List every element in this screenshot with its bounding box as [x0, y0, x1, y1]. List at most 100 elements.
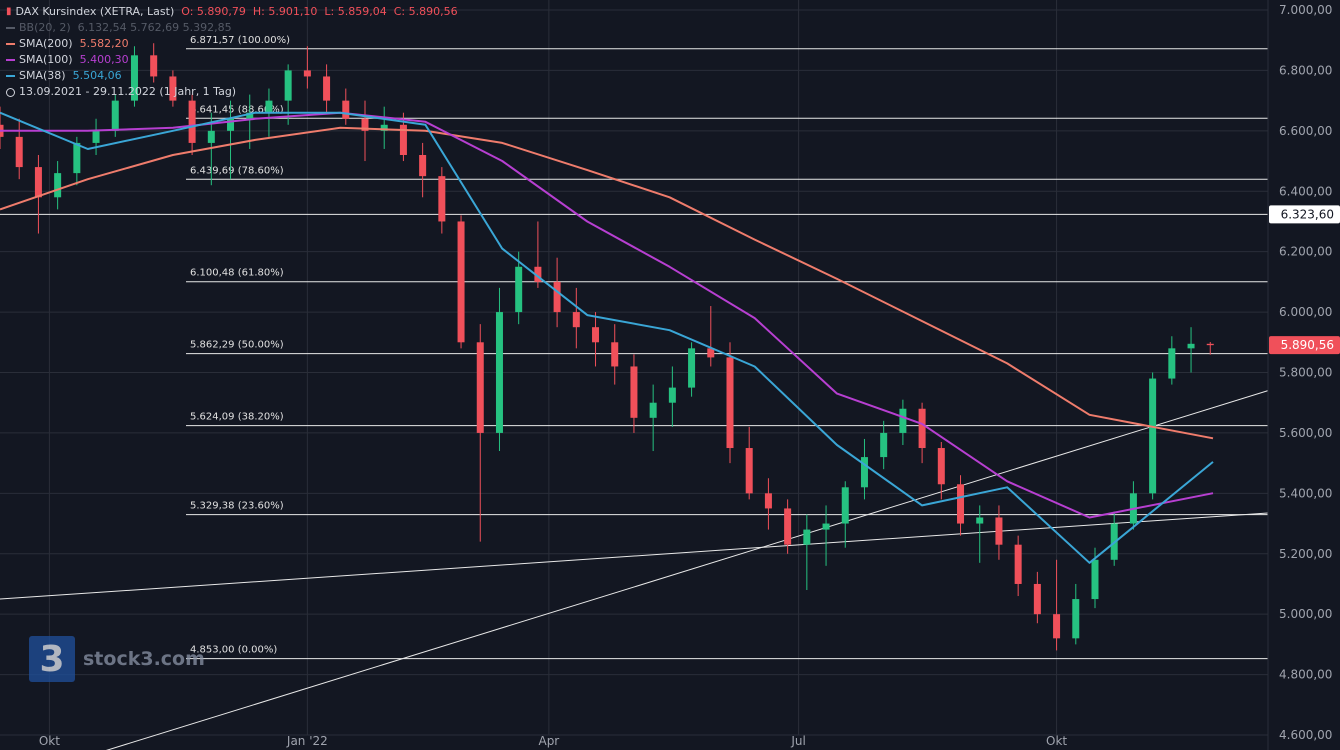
- candle-body: [726, 357, 734, 449]
- candle-body: [707, 348, 715, 358]
- y-tick-label: 5.000,00: [1279, 607, 1332, 621]
- legend-high: H: 5.901,10: [252, 5, 318, 18]
- candle-body: [169, 76, 177, 101]
- candle-body: [495, 312, 503, 433]
- legend-indicator-label: BB(20, 2): [19, 21, 71, 34]
- candle-body: [207, 130, 215, 143]
- fib-level-label: 4.853,00 (0.00%): [190, 645, 277, 656]
- x-axis: Okt Jan '22 Apr Jul Okt: [39, 734, 1068, 748]
- candle-body: [688, 348, 696, 388]
- line-swatch-icon: [6, 75, 15, 77]
- candle-body: [303, 70, 311, 77]
- candle-body: [630, 366, 638, 418]
- candle-body: [1187, 343, 1195, 349]
- candlesticks: [0, 43, 1214, 651]
- line-swatch-icon: [6, 43, 15, 45]
- legend-indicator-value: 5.582,20: [79, 37, 129, 50]
- candle-body: [534, 266, 542, 282]
- candle-body: [1206, 343, 1214, 346]
- candle-body: [822, 523, 830, 530]
- y-tick-label: 6.800,00: [1279, 63, 1332, 77]
- y-tick-label: 5.800,00: [1279, 366, 1332, 380]
- candle-body: [995, 517, 1003, 545]
- candle-body: [957, 484, 965, 524]
- candle-body: [323, 76, 331, 101]
- candle-body: [1014, 544, 1022, 584]
- fibonacci-levels: 6.871,57 (100.00%) 6.641,45 (88.60%) 6.439…: [0, 35, 1268, 660]
- candle-body: [860, 457, 868, 488]
- candle-body: [784, 508, 792, 545]
- fib-level-label: 6.871,57 (100.00%): [190, 35, 290, 46]
- x-tick-label: Jan '22: [286, 734, 328, 748]
- legend-range-text: 13.09.2021 - 29.11.2022 (1 Jahr, 1 Tag): [19, 85, 237, 98]
- x-tick-label: Okt: [1046, 734, 1067, 748]
- legend-indicator-value: 6.132,54 5.762,69 5.392,85: [77, 21, 232, 34]
- last-price-tag: 5.890,56: [1281, 338, 1334, 352]
- chart-legend: ▮ DAX Kursindex (XETRA, Last) O: 5.890,7…: [6, 4, 458, 100]
- candle-body: [438, 176, 446, 222]
- y-tick-label: 4.600,00: [1279, 728, 1332, 742]
- marker-price-tag-bg: [1269, 205, 1340, 224]
- legend-indicator-label: SMA(200): [19, 37, 73, 50]
- candle-body: [976, 517, 984, 524]
- y-tick-label: 6.000,00: [1279, 305, 1332, 319]
- trendline: [105, 390, 1269, 750]
- y-tick-label: 6.200,00: [1279, 245, 1332, 259]
- legend-low: L: 5.859,04: [324, 5, 387, 18]
- candle-body: [54, 173, 62, 198]
- candle-body: [1033, 583, 1041, 615]
- y-tick-label: 4.800,00: [1279, 668, 1332, 682]
- stock3-logo-icon: 3: [29, 636, 75, 682]
- candle-body: [572, 312, 580, 328]
- y-tick-label: 5.400,00: [1279, 486, 1332, 500]
- legend-indicator-label: SMA(100): [19, 53, 73, 66]
- candle-body: [361, 118, 369, 131]
- candle-body: [1168, 348, 1176, 379]
- candle-body: [342, 100, 350, 119]
- fib-level-label: 5.624,09 (38.20%): [190, 412, 284, 423]
- line-swatch-icon: [6, 27, 15, 29]
- candle-body: [764, 493, 772, 509]
- clock-icon: [6, 87, 15, 97]
- candle-body: [937, 448, 945, 485]
- legend-indicator: SMA(200) 5.582,20: [6, 36, 458, 52]
- x-tick-label: Apr: [538, 734, 559, 748]
- candle-body: [803, 529, 811, 545]
- candle-body: [1072, 599, 1080, 639]
- candle-body: [34, 167, 42, 198]
- candle-body: [649, 402, 657, 418]
- legend-indicator: SMA(38) 5.504,06: [6, 68, 458, 84]
- legend-main: ▮ DAX Kursindex (XETRA, Last) O: 5.890,7…: [6, 4, 458, 20]
- candle-body: [611, 342, 619, 367]
- y-tick-label: 6.400,00: [1279, 184, 1332, 198]
- candle-body: [1053, 614, 1061, 639]
- candle-body: [284, 70, 292, 101]
- trendline: [0, 512, 1269, 600]
- candle-body: [92, 130, 100, 143]
- trendlines: [0, 390, 1269, 750]
- y-tick-label: 5.200,00: [1279, 547, 1332, 561]
- last-price-tag-bg: [1269, 336, 1340, 355]
- fib-level-label: 5.329,38 (23.60%): [190, 501, 284, 512]
- moving-averages: [0, 111, 1214, 564]
- candle-body: [73, 142, 81, 174]
- y-tick-label: 7.000,00: [1279, 3, 1332, 17]
- fib-level-label: 5.862,29 (50.00%): [190, 340, 284, 351]
- candle-body: [188, 100, 196, 143]
- candle-body: [515, 266, 523, 313]
- candle-body: [15, 136, 23, 168]
- candle-body: [592, 327, 600, 343]
- fib-level-label: 6.100,48 (61.80%): [190, 268, 284, 279]
- fib-level-label: 6.641,45 (88.60%): [190, 104, 284, 115]
- legend-indicator-value: 5.504,06: [72, 69, 122, 82]
- candle-body: [265, 100, 273, 113]
- candle-body: [246, 112, 254, 119]
- y-tick-label: 6.600,00: [1279, 124, 1332, 138]
- series-line-sma-100-: [0, 111, 1214, 519]
- line-swatch-icon: [6, 59, 15, 61]
- candle-body: [150, 55, 158, 77]
- legend-indicator-label: SMA(38): [19, 69, 66, 82]
- candle-body: [899, 408, 907, 433]
- candles-icon: ▮: [6, 6, 12, 17]
